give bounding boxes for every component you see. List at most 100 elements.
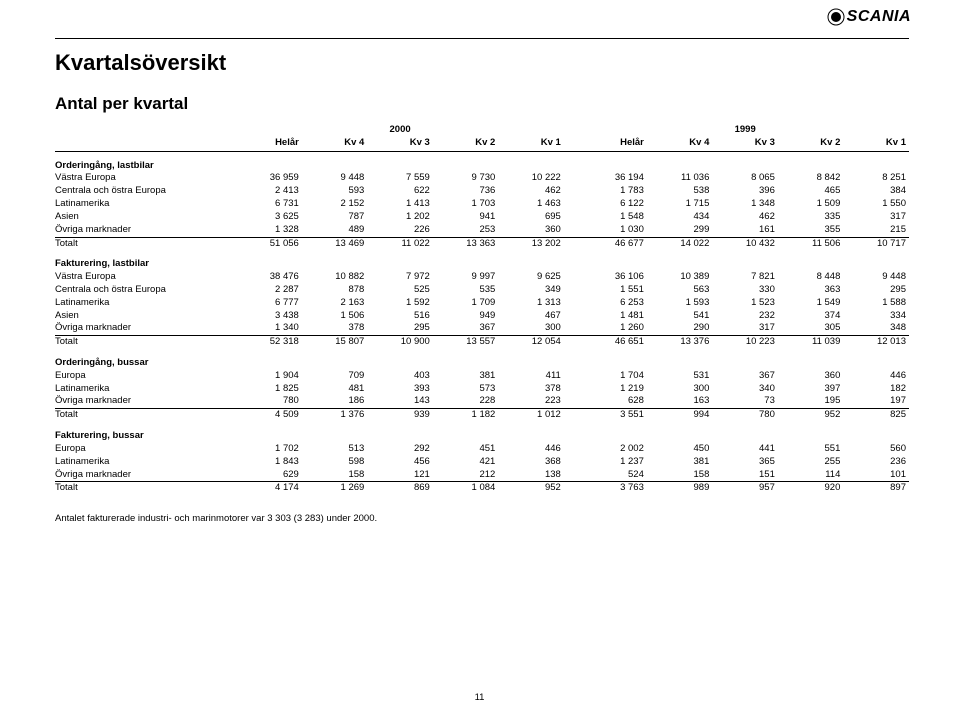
section-title: Orderingång, bussar [55, 349, 909, 370]
cell: 1 463 [498, 198, 564, 211]
row-label: Asien [55, 310, 236, 323]
page-title: Kvartalsöversikt [55, 50, 909, 76]
cell: 299 [647, 224, 713, 237]
cell: 403 [367, 370, 433, 383]
cell: 878 [302, 284, 368, 297]
cell: 2 152 [302, 198, 368, 211]
gap-cell [564, 395, 582, 408]
cell: 378 [302, 322, 368, 335]
cell: 138 [498, 469, 564, 482]
cell: 780 [712, 409, 778, 422]
gap-cell [564, 297, 582, 310]
table-row: Latinamerika6 7772 1631 5921 7091 3136 2… [55, 297, 909, 310]
col-header: Kv 2 [778, 137, 844, 151]
cell: 158 [302, 469, 368, 482]
cell: 2 002 [581, 443, 647, 456]
cell: 1 783 [581, 185, 647, 198]
section-title: Orderingång, lastbilar [55, 151, 909, 172]
page-number: 11 [0, 692, 959, 703]
cell: 348 [843, 322, 909, 335]
cell: 787 [302, 211, 368, 224]
cell: 51 056 [236, 237, 302, 250]
row-label: Latinamerika [55, 297, 236, 310]
cell: 1 012 [498, 409, 564, 422]
cell: 434 [647, 211, 713, 224]
cell: 525 [367, 284, 433, 297]
cell: 232 [712, 310, 778, 323]
year-left: 2000 [236, 124, 564, 137]
cell: 10 222 [498, 172, 564, 185]
cell: 1 825 [236, 383, 302, 396]
cell: 197 [843, 395, 909, 408]
cell: 450 [647, 443, 713, 456]
cell: 300 [498, 322, 564, 335]
cell: 994 [647, 409, 713, 422]
row-label: Europa [55, 370, 236, 383]
cell: 13 363 [433, 237, 499, 250]
cell: 1 588 [843, 297, 909, 310]
cell: 989 [647, 482, 713, 495]
cell: 317 [712, 322, 778, 335]
cell: 456 [367, 456, 433, 469]
cell: 158 [647, 469, 713, 482]
row-label: Totalt [55, 409, 236, 422]
cell: 9 997 [433, 271, 499, 284]
cell: 481 [302, 383, 368, 396]
cell: 10 389 [647, 271, 713, 284]
row-label: Latinamerika [55, 456, 236, 469]
col-header: Kv 1 [498, 137, 564, 151]
cell: 360 [778, 370, 844, 383]
cell: 10 900 [367, 336, 433, 349]
cell: 161 [712, 224, 778, 237]
cell: 1 260 [581, 322, 647, 335]
row-label: Latinamerika [55, 198, 236, 211]
cell: 541 [647, 310, 713, 323]
cell: 335 [778, 211, 844, 224]
cell: 228 [433, 395, 499, 408]
cell: 355 [778, 224, 844, 237]
cell: 3 625 [236, 211, 302, 224]
year-right: 1999 [581, 124, 909, 137]
cell: 46 651 [581, 336, 647, 349]
cell: 1 182 [433, 409, 499, 422]
table-row: Övriga marknader1 3284892262533601 03029… [55, 224, 909, 237]
cell: 36 194 [581, 172, 647, 185]
cell: 1 704 [581, 370, 647, 383]
table-row: Asien3 4381 5065169494671 48154123237433… [55, 310, 909, 323]
cell: 2 287 [236, 284, 302, 297]
cell: 121 [367, 469, 433, 482]
cell: 3 551 [581, 409, 647, 422]
cell: 1 340 [236, 322, 302, 335]
cell: 446 [498, 443, 564, 456]
page-subtitle: Antal per kvartal [55, 94, 909, 114]
cell: 551 [778, 443, 844, 456]
table-row: Totalt52 31815 80710 90013 55712 05446 6… [55, 336, 909, 349]
section-title-row: Orderingång, lastbilar [55, 151, 909, 172]
table-row: Västra Europa36 9599 4487 5599 73010 222… [55, 172, 909, 185]
cell: 10 223 [712, 336, 778, 349]
cell: 195 [778, 395, 844, 408]
cell: 1 506 [302, 310, 368, 323]
row-label: Övriga marknader [55, 469, 236, 482]
cell: 11 036 [647, 172, 713, 185]
section-title: Fakturering, lastbilar [55, 250, 909, 271]
gap-cell [564, 456, 582, 469]
gap-cell [564, 271, 582, 284]
cell: 593 [302, 185, 368, 198]
cell: 12 054 [498, 336, 564, 349]
row-label: Övriga marknader [55, 322, 236, 335]
cell: 365 [712, 456, 778, 469]
cell: 9 448 [302, 172, 368, 185]
cell: 295 [843, 284, 909, 297]
cell: 1 202 [367, 211, 433, 224]
gap-cell [564, 237, 582, 250]
row-label: Västra Europa [55, 172, 236, 185]
cell: 223 [498, 395, 564, 408]
cell: 524 [581, 469, 647, 482]
cell: 38 476 [236, 271, 302, 284]
cell: 8 251 [843, 172, 909, 185]
col-header: Kv 4 [302, 137, 368, 151]
cell: 15 807 [302, 336, 368, 349]
row-label: Asien [55, 211, 236, 224]
cell: 300 [647, 383, 713, 396]
